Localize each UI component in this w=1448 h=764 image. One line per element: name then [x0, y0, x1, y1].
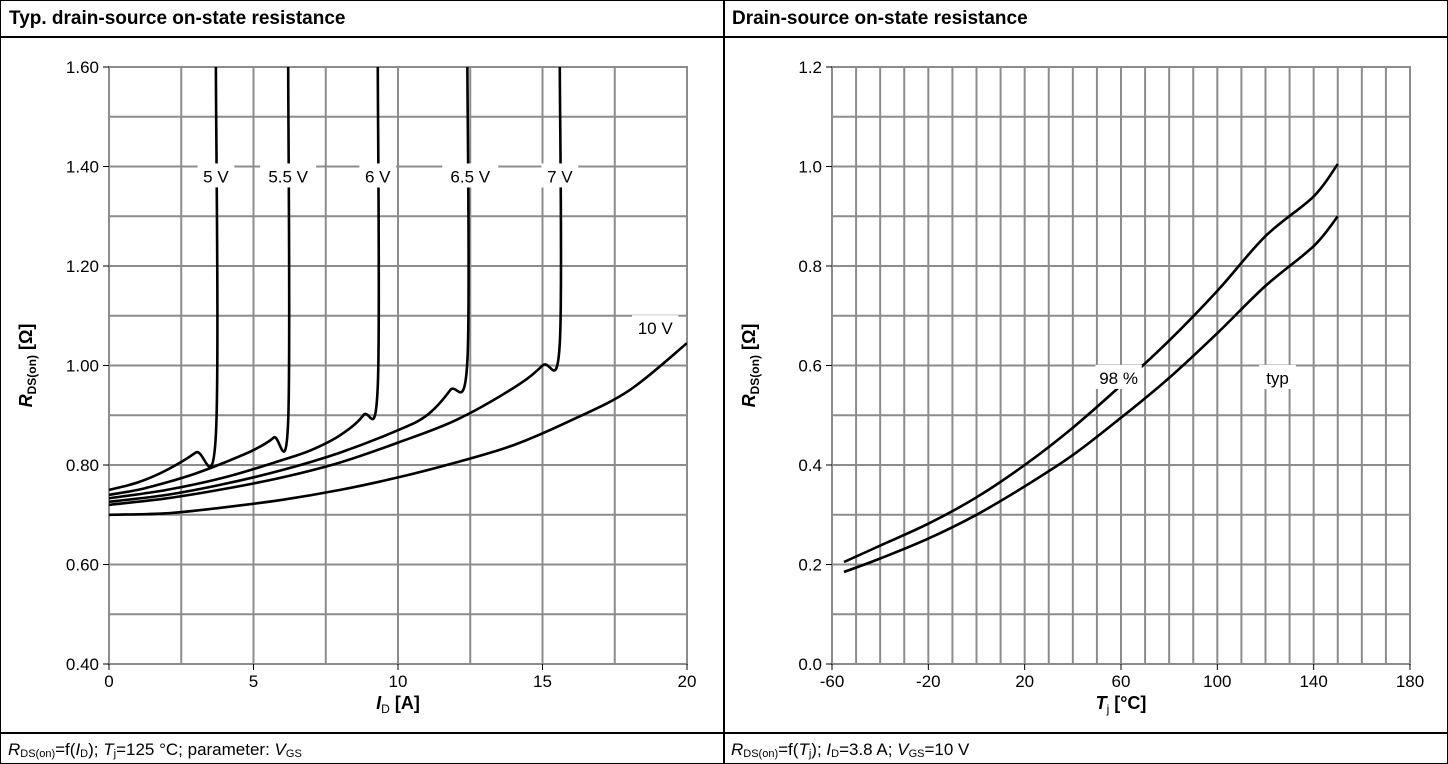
left-chart: 0 5 10 15 20 0.40 0.60 0.80 1.00 1.20 1.40 1.60 ID [… [16, 58, 697, 716]
series-label: typ [1266, 369, 1289, 388]
x-tick-label: 20 [1015, 672, 1034, 691]
series-label: 6 V [365, 167, 391, 186]
y-axis-label-symbol: R [739, 394, 759, 407]
left-chart-title: Typ. drain-source on-state resistance [9, 8, 346, 29]
right-caption-cell: RDS(on)=f(Tj); ID=3.8 A; VGS=10 V [723, 732, 1448, 764]
series-label-background [197, 163, 235, 188]
series-label-background [260, 163, 317, 188]
series-line [843, 163, 1339, 564]
x-tick-label: 60 [1112, 672, 1131, 691]
x-tick-label: 15 [533, 672, 552, 691]
series-line [109, 342, 687, 517]
x-axis-label: Tj [°C] [1096, 693, 1147, 716]
series-label-background [541, 163, 579, 188]
series-line [109, 67, 563, 507]
x-axis-label-subscript: D [381, 702, 390, 716]
x-tick-label: 100 [1203, 672, 1231, 691]
x-axis-label-subscript: j [1106, 702, 1110, 716]
y-tick-label: 0.80 [66, 456, 99, 475]
y-tick-label: 0.8 [798, 257, 822, 276]
series-label-background [1259, 364, 1296, 389]
y-axis-label-subscript: DS(on) [748, 355, 762, 394]
x-tick-label: 140 [1299, 672, 1327, 691]
series-label-background [1095, 364, 1142, 389]
y-tick-label: 0.40 [66, 655, 99, 674]
series-line [109, 67, 291, 497]
y-tick-label: 1.0 [798, 158, 822, 177]
y-tick-label: 0.6 [798, 357, 822, 376]
y-axis-label-subscript: DS(on) [25, 355, 39, 394]
left-chart-cell: 0 5 10 15 20 0.40 0.60 0.80 1.00 1.20 1.40 1.60 ID [… [0, 36, 725, 734]
y-axis-label: RDS(on) [Ω] [739, 324, 762, 408]
series-label-background [632, 315, 679, 340]
x-axis-label-symbol: T [1096, 693, 1109, 713]
left-caption-cell: RDS(on)=f(ID); Tj=125 °C; parameter: VGS [0, 732, 725, 764]
right-caption: RDS(on)=f(Tj); ID=3.8 A; VGS=10 V [731, 740, 970, 760]
series-line [109, 67, 219, 492]
series-label: 5.5 V [268, 167, 308, 186]
y-tick-label: 1.60 [66, 58, 99, 77]
x-tick-label: -20 [916, 672, 941, 691]
x-tick-label: -60 [820, 672, 845, 691]
y-tick-label: 0.2 [798, 556, 822, 575]
series-label: 98 % [1099, 369, 1138, 388]
right-chart: -60 -20 20 60 100 140 180 0.0 0.2 0.4 0.6 0.8 1.0 1.2… [739, 58, 1424, 716]
y-tick-label: 0.60 [66, 556, 99, 575]
x-tick-label: 5 [249, 672, 258, 691]
x-tick-label: 10 [389, 672, 408, 691]
right-chart-title: Drain-source on-state resistance [732, 8, 1028, 29]
x-tick-label: 180 [1396, 672, 1424, 691]
series-label-background [359, 163, 397, 188]
series-label: 5 V [203, 167, 229, 186]
x-axis-label: ID [A] [376, 693, 420, 716]
y-tick-label: 1.40 [66, 158, 99, 177]
series-label: 7 V [547, 167, 573, 186]
right-title-cell: Drain-source on-state resistance [723, 0, 1448, 38]
series-label-background [442, 163, 499, 188]
x-tick-label: 0 [104, 672, 113, 691]
y-tick-label: 1.00 [66, 357, 99, 376]
y-tick-label: 1.20 [66, 257, 99, 276]
y-tick-label: 0.4 [798, 456, 822, 475]
y-tick-label: 1.2 [798, 58, 822, 77]
y-axis-label-unit: [Ω] [16, 324, 36, 355]
x-axis-label-symbol: I [376, 693, 382, 713]
series-line [843, 215, 1339, 574]
x-tick-label: 20 [678, 672, 697, 691]
left-title-cell: Typ. drain-source on-state resistance [0, 0, 725, 38]
y-axis-label-unit: [Ω] [739, 324, 759, 355]
y-axis-label-symbol: R [16, 394, 36, 407]
series-label: 10 V [638, 319, 674, 338]
y-tick-label: 0.0 [798, 655, 822, 674]
left-caption: RDS(on)=f(ID); Tj=125 °C; parameter: VGS [8, 740, 302, 760]
x-axis-label-unit: [A] [390, 693, 420, 713]
series-label: 6.5 V [450, 167, 490, 186]
x-axis-label-unit: [°C] [1109, 693, 1146, 713]
series-line [109, 67, 470, 504]
series-line [109, 67, 381, 500]
y-axis-label: RDS(on) [Ω] [16, 324, 39, 408]
right-chart-cell: -60 -20 20 60 100 140 180 0.0 0.2 0.4 0.6 0.8 1.0 1.2… [723, 36, 1448, 734]
